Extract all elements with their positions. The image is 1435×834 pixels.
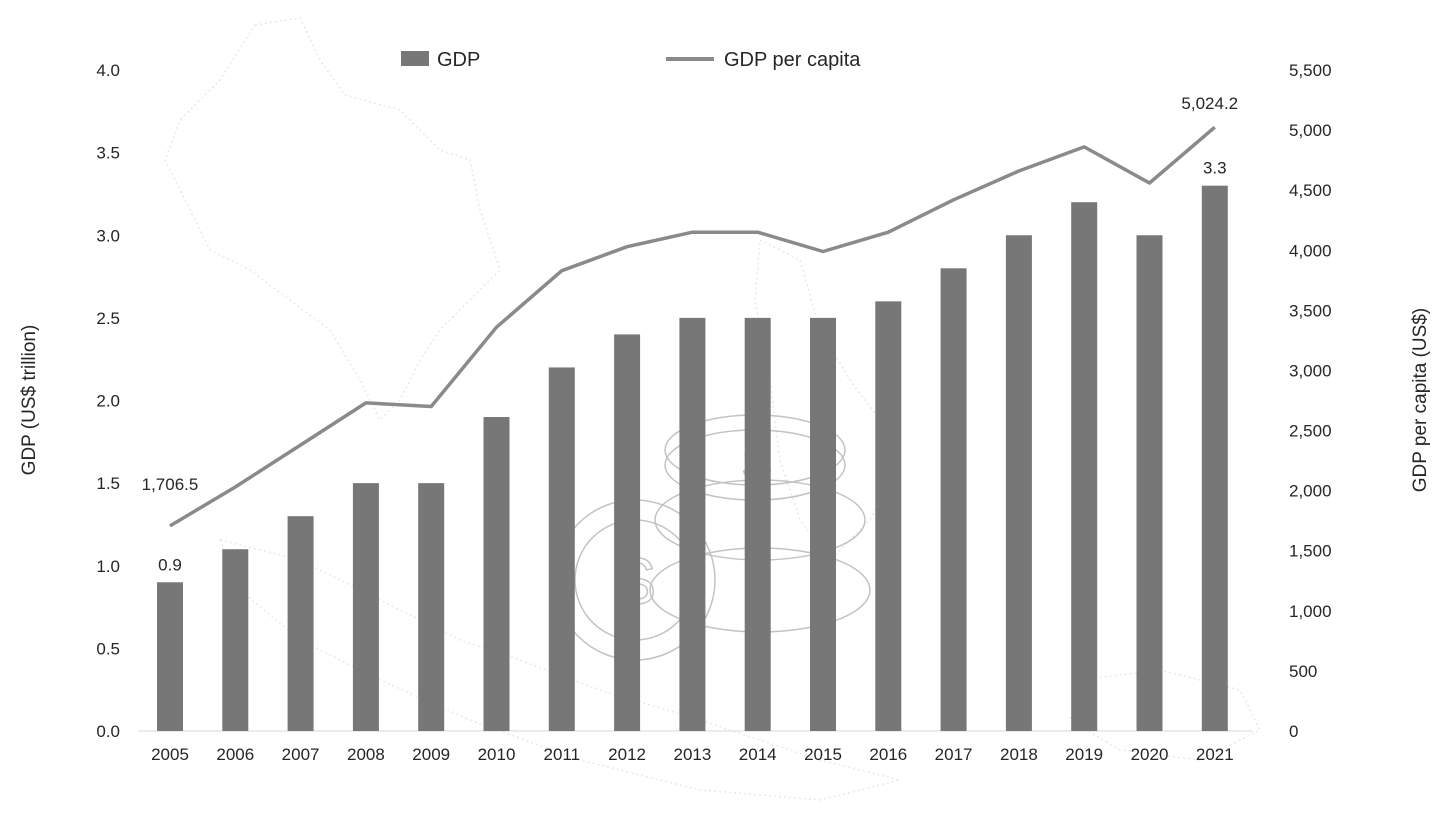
gdp-bar-2005	[157, 582, 183, 731]
data-label-gdp-2021: 3.3	[1203, 159, 1227, 178]
gdp-bar-2009	[418, 483, 445, 731]
y-axis-left-tick-label: 4.0	[96, 61, 120, 80]
x-axis-tick-label: 2021	[1196, 745, 1234, 764]
y-axis-right-tick-label: 1,000	[1289, 602, 1332, 621]
x-axis-tick-label: 2013	[673, 745, 711, 764]
gdp-bar-2011	[548, 367, 575, 731]
gdp-bar-2007	[287, 516, 314, 731]
gdp-bar-2015	[810, 317, 836, 731]
gdp-bar-2019	[1071, 202, 1098, 731]
y-axis-right-ticks: 0 500 1,000 1,500 2,000 2,500 3,000 3,500 4,000 4…	[1289, 61, 1332, 741]
gdp-per-capita-line	[169, 125, 1216, 528]
gdp-bars	[157, 185, 1228, 732]
y-axis-left-tick-label: 3.5	[96, 144, 120, 163]
y-axis-right-tick-label: 3,000	[1289, 361, 1332, 380]
y-axis-left-ticks: 0.0 0.5 1.0 1.5 2.0 2.5 3.0 3.5 4.0	[96, 61, 120, 741]
x-axis-tick-label: 2019	[1065, 745, 1103, 764]
gdp-bar-2006	[222, 549, 249, 731]
gdp-bar-2010	[483, 417, 510, 731]
legend-label-gdp-per-capita: GDP per capita	[724, 49, 861, 71]
y-axis-right-tick-label: 0	[1289, 722, 1298, 741]
x-axis-tick-label: 2015	[804, 745, 842, 764]
x-axis-ticks: 2005 2006 2007 2008 2009 2010 2011 2012 2013 2014…	[151, 745, 1234, 764]
y-axis-left-tick-label: 2.0	[96, 392, 120, 411]
gdp-bar-2020	[1136, 235, 1163, 731]
x-axis-tick-label: 2005	[151, 745, 189, 764]
map-islands-southeast	[1069, 669, 1262, 761]
y-axis-left-tick-label: 1.5	[96, 474, 120, 493]
y-axis-left-tick-label: 0.0	[96, 722, 120, 741]
y-axis-right-tick-label: 500	[1289, 662, 1317, 681]
y-axis-right-tick-label: 2,500	[1289, 422, 1332, 441]
x-axis-tick-label: 2010	[478, 745, 516, 764]
y-axis-right-tick-label: 2,000	[1289, 482, 1332, 501]
y-axis-left-tick-label: 3.0	[96, 226, 120, 245]
x-axis-tick-label: 2012	[608, 745, 646, 764]
y-axis-right-tick-label: 5,500	[1289, 61, 1332, 80]
y-axis-right-tick-label: 5,000	[1289, 121, 1332, 140]
y-axis-right-tick-label: 3,500	[1289, 301, 1332, 320]
data-label-gdp-per-capita-2005: 1,706.5	[142, 475, 199, 494]
gdp-bar-2017	[940, 268, 967, 731]
y-axis-right-tick-label: 4,500	[1289, 181, 1332, 200]
map-landmass-north	[164, 17, 501, 422]
gdp-bar-2021	[1201, 185, 1228, 732]
y-axis-right-tick-label: 4,000	[1289, 241, 1332, 260]
x-axis-tick-label: 2007	[282, 745, 320, 764]
x-axis-tick-label: 2014	[739, 745, 777, 764]
gdp-bar-2018	[1005, 235, 1032, 731]
x-axis-tick-label: 2020	[1131, 745, 1169, 764]
gdp-bar-2013	[679, 317, 706, 731]
legend: GDP GDP per capita	[401, 49, 861, 71]
y-axis-left-tick-label: 0.5	[96, 639, 120, 658]
gdp-bar-2008	[352, 483, 379, 731]
x-axis-tick-label: 2016	[869, 745, 907, 764]
y-axis-left-tick-label: 2.5	[96, 309, 120, 328]
x-axis-tick-label: 2006	[216, 745, 254, 764]
gdp-bar-2014	[744, 317, 771, 731]
x-axis-tick-label: 2018	[1000, 745, 1038, 764]
gdp-bar-2012	[614, 334, 641, 731]
x-axis-tick-label: 2009	[412, 745, 450, 764]
y-axis-right-tick-label: 1,500	[1289, 542, 1332, 561]
legend-swatch-gdp	[401, 51, 429, 66]
x-axis-tick-label: 2017	[935, 745, 973, 764]
data-label-gdp-per-capita-2021: 5,024.2	[1181, 94, 1238, 113]
legend-label-gdp: GDP	[437, 49, 480, 71]
y-axis-left-title: GDP (US$ trillion)	[19, 325, 40, 476]
x-axis-tick-label: 2011	[544, 745, 581, 764]
y-axis-right-title: GDP per capita (US$)	[1410, 308, 1431, 492]
gdp-bar-2016	[875, 301, 902, 731]
x-axis-tick-label: 2008	[347, 745, 385, 764]
data-label-gdp-2005: 0.9	[158, 555, 182, 574]
y-axis-left-tick-label: 1.0	[96, 557, 120, 576]
